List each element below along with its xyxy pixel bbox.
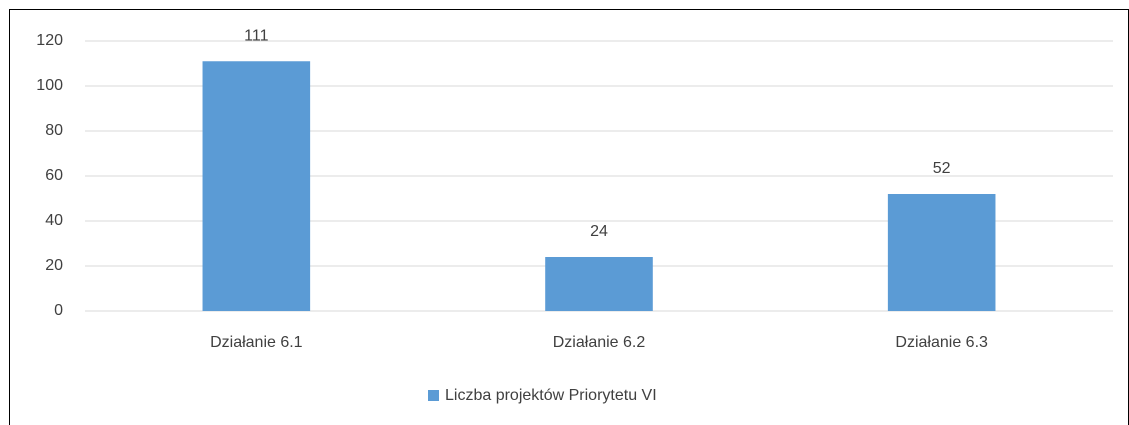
bar xyxy=(202,61,311,311)
bar xyxy=(887,194,996,311)
data-label: 24 xyxy=(590,223,608,240)
x-tick-label: Działanie 6.2 xyxy=(553,334,646,351)
y-tick-label: 60 xyxy=(45,167,63,184)
legend-swatch xyxy=(428,390,439,401)
bar xyxy=(545,257,653,311)
y-tick-label: 0 xyxy=(54,302,63,319)
y-tick-label: 80 xyxy=(45,122,63,139)
x-tick-label: Działanie 6.1 xyxy=(210,334,303,351)
y-tick-label: 40 xyxy=(45,212,63,229)
legend-label: Liczba projektów Priorytetu VI xyxy=(445,387,657,404)
y-tick-label: 100 xyxy=(36,77,63,94)
data-label: 111 xyxy=(244,27,268,44)
y-tick-label: 20 xyxy=(45,257,63,274)
y-tick-label: 120 xyxy=(36,32,63,49)
x-tick-label: Działanie 6.3 xyxy=(895,334,988,351)
data-label: 52 xyxy=(933,160,951,177)
